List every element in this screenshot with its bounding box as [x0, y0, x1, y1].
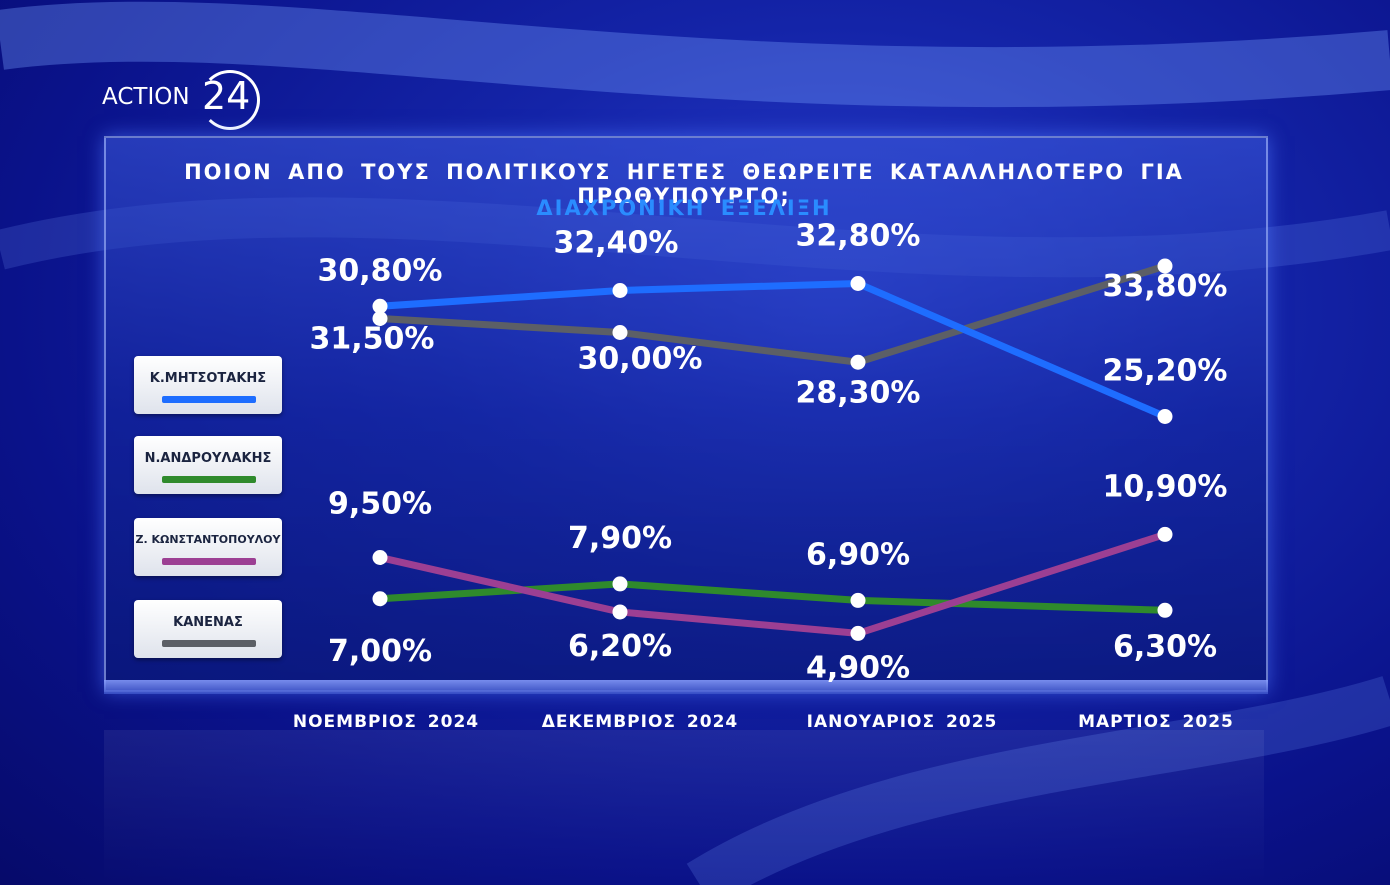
action24-logo: ACTION 24: [102, 70, 272, 130]
x-tick-label: ΔΕΚΕΜΒΡΙΟΣ 2024: [541, 712, 739, 732]
logo-ring-icon: [200, 70, 260, 130]
x-tick-label: ΝΟΕΜΒΡΙΟΣ 2024: [292, 712, 480, 732]
floor-reflection: [104, 730, 1264, 885]
legend-swatch: [162, 558, 256, 565]
legend-item-mitsotakis: Κ.ΜΗΤΣΟΤΑΚΗΣ: [134, 356, 282, 414]
logo-text: ACTION: [102, 84, 190, 110]
series-line: [379, 262, 1167, 366]
legend-swatch: [162, 476, 256, 483]
data-point: [1157, 602, 1173, 618]
legend-label: Κ.ΜΗΤΣΟΤΑΚΗΣ: [149, 371, 267, 386]
data-label: 28,30%: [796, 375, 921, 410]
data-label: 7,90%: [568, 521, 672, 556]
data-point: [850, 354, 866, 370]
data-point: [372, 311, 388, 326]
series-line: [379, 280, 1167, 420]
legend-swatch: [162, 640, 256, 647]
chart-title: ΠΟΙΟΝ ΑΠΟ ΤΟΥΣ ΠΟΛΙΤΙΚΟΥΣ ΗΓΕΤΕΣ ΘΕΩΡΕΙΤ…: [184, 160, 1184, 208]
data-label: 33,80%: [1103, 269, 1228, 304]
data-point: [372, 591, 388, 607]
data-point: [612, 576, 628, 592]
chart-subtitle: ΔΙΑΧΡΟΝΙΚΗ ΕΞΕΛΙΞΗ: [536, 196, 832, 220]
x-tick-label: ΜΑΡΤΙΟΣ 2025: [1078, 712, 1234, 732]
data-point: [612, 604, 628, 620]
series-line: [379, 580, 1166, 614]
chart-panel-base: [104, 680, 1268, 694]
data-label: 31,50%: [310, 321, 435, 356]
data-point: [612, 325, 628, 340]
x-tick-label: ΙΑΝΟΥΑΡΙΟΣ 2025: [806, 712, 998, 732]
data-label: 6,30%: [1113, 629, 1217, 664]
data-point: [1157, 258, 1173, 274]
data-point: [612, 283, 628, 298]
legend-item-kanenas: ΚΑΝΕΝΑΣ: [134, 600, 282, 658]
data-label: 25,20%: [1103, 354, 1228, 389]
legend-label: Ζ. ΚΩΝΣΤΑΝΤΟΠΟΥΛΟΥ: [135, 533, 281, 546]
legend-label: ΚΑΝΕΝΑΣ: [173, 615, 243, 630]
data-label: 30,80%: [318, 254, 443, 289]
data-label: 6,90%: [806, 537, 910, 572]
data-point: [1157, 526, 1173, 542]
data-label: 30,00%: [578, 342, 703, 377]
data-label: 10,90%: [1103, 469, 1228, 504]
data-point: [850, 592, 866, 608]
data-point: [850, 625, 866, 641]
data-point: [1157, 409, 1173, 424]
legend-swatch: [162, 396, 256, 403]
data-point: [372, 298, 388, 314]
legend-item-androulakis: Ν.ΑΝΔΡΟΥΛΑΚΗΣ: [134, 436, 282, 494]
data-label: 32,80%: [796, 219, 921, 254]
legend-item-konstantopoulou: Ζ. ΚΩΝΣΤΑΝΤΟΠΟΥΛΟΥ: [134, 518, 282, 576]
data-label: 4,90%: [806, 650, 910, 685]
logo-number: 24: [202, 74, 251, 118]
legend-label: Ν.ΑΝΔΡΟΥΛΑΚΗΣ: [144, 451, 272, 466]
series-line: [379, 531, 1167, 637]
data-label: 6,20%: [568, 629, 672, 664]
data-label: 7,00%: [328, 634, 432, 669]
data-label: 32,40%: [554, 226, 679, 261]
data-point: [372, 550, 388, 565]
data-point: [850, 276, 866, 291]
data-label: 9,50%: [328, 487, 432, 522]
